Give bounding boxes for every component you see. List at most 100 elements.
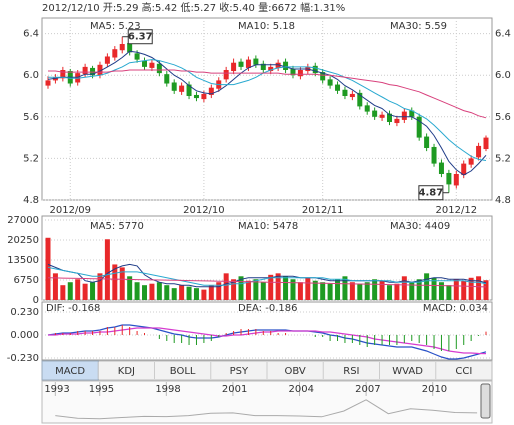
x-tick-label: 2012/09: [49, 205, 91, 216]
candle-body: [231, 62, 237, 72]
y-tick-label: 20250: [7, 235, 39, 246]
y-tick-label: 27000: [7, 215, 39, 226]
macd-line: [48, 327, 487, 355]
tab[interactable]: RSI: [343, 366, 359, 377]
candle-body: [260, 63, 266, 70]
tab[interactable]: MACD: [55, 366, 85, 377]
candle-body: [201, 93, 207, 100]
volume-bar: [275, 273, 281, 300]
y-tick-label: 6750: [14, 275, 39, 286]
candle-body: [112, 49, 118, 58]
volume-bar: [223, 273, 229, 300]
candle-body: [134, 53, 140, 60]
candle-body: [349, 93, 355, 98]
candle-body: [238, 61, 244, 67]
ma-line: [48, 69, 487, 119]
volume-bar: [231, 279, 237, 300]
tab[interactable]: CCI: [455, 366, 472, 377]
volume-bar: [372, 279, 378, 300]
volume-bar: [260, 282, 266, 300]
y-tick-label: -0.230: [7, 353, 39, 364]
volume-bar: [245, 280, 251, 300]
volume-bar: [112, 264, 118, 300]
legend-entry: MA10: 5478: [238, 221, 298, 232]
volume-bar: [483, 280, 489, 300]
y-tick-label: 5.2: [23, 153, 39, 164]
volume-ma-line: [47, 277, 487, 288]
volume-bar: [119, 267, 125, 300]
volume-bar: [320, 282, 326, 300]
volume-bar: [438, 282, 444, 300]
volume-bar: [97, 273, 103, 300]
volume-bar: [67, 282, 73, 300]
navigator-line: [55, 399, 478, 420]
y-tick-label-right: 5.6: [495, 112, 511, 123]
header-quote: 2012/12/10 开:5.29 高:5.42 低:5.27 收:5.40 量…: [42, 1, 345, 14]
annotation-label: 6.37: [128, 32, 153, 43]
x-tick-label: 2012/11: [302, 205, 344, 216]
volume-bar: [45, 237, 51, 300]
candle-body: [283, 61, 289, 70]
tab[interactable]: BOLL: [170, 366, 196, 377]
scroll-handle[interactable]: [480, 383, 491, 419]
volume-bar: [164, 285, 170, 300]
annotation-label: 4.87: [419, 188, 444, 199]
y-tick-label-right: 4.8: [495, 195, 511, 206]
volume-bar: [142, 285, 148, 300]
candle-body: [357, 92, 363, 107]
candle-body: [372, 110, 378, 117]
volume-bar: [290, 279, 296, 300]
volume-bar: [171, 288, 177, 300]
volume-bar: [401, 276, 407, 300]
candle-body: [438, 162, 444, 174]
volume-bar: [357, 283, 363, 300]
candle-body: [245, 59, 251, 68]
candle-body: [193, 94, 199, 99]
volume-bar: [461, 280, 467, 300]
volume-bar: [82, 283, 88, 300]
year-label: 2010: [422, 384, 447, 395]
candle-body: [394, 118, 400, 124]
candle-body: [335, 84, 341, 91]
volume-bar: [283, 276, 289, 300]
candle-body: [461, 163, 467, 176]
candle-body: [424, 136, 430, 148]
candle-body: [386, 113, 392, 122]
volume-bar: [364, 282, 370, 300]
candle-body: [401, 111, 407, 120]
candle-body: [409, 110, 415, 117]
candle-body: [476, 145, 482, 158]
volume-bar: [446, 285, 452, 300]
candle-body: [379, 114, 385, 118]
volume-bar: [238, 276, 244, 300]
y-tick-label: 4.8: [23, 195, 39, 206]
legend-entry: MA5: 5.23: [90, 21, 141, 32]
candle-body: [171, 82, 177, 91]
volume-bar: [335, 279, 341, 300]
y-tick-label: 0.000: [10, 330, 39, 341]
candle-body: [312, 65, 318, 74]
y-tick-label: 0: [33, 295, 39, 306]
volume-bar: [52, 273, 58, 300]
tab[interactable]: PSY: [230, 366, 249, 377]
candle-body: [179, 85, 185, 92]
year-label: 1998: [155, 384, 180, 395]
volume-bar: [476, 276, 482, 300]
volume-bar: [134, 282, 140, 300]
candle-body: [453, 174, 459, 186]
y-tick-label: 6.0: [23, 70, 39, 81]
volume-bar: [342, 276, 348, 300]
candle-body: [142, 60, 148, 67]
tab[interactable]: WVAD: [392, 366, 423, 377]
legend-entry: DEA: -0.186: [238, 303, 297, 314]
year-label: 1995: [89, 384, 114, 395]
tab[interactable]: KDJ: [118, 366, 135, 377]
volume-bar: [409, 282, 415, 300]
volume-bar: [127, 276, 133, 300]
volume-bar: [104, 239, 110, 300]
tab[interactable]: OBV: [284, 366, 305, 377]
volume-bar: [394, 283, 400, 300]
volume-bar: [297, 282, 303, 300]
volume-ma-line: [47, 266, 487, 286]
